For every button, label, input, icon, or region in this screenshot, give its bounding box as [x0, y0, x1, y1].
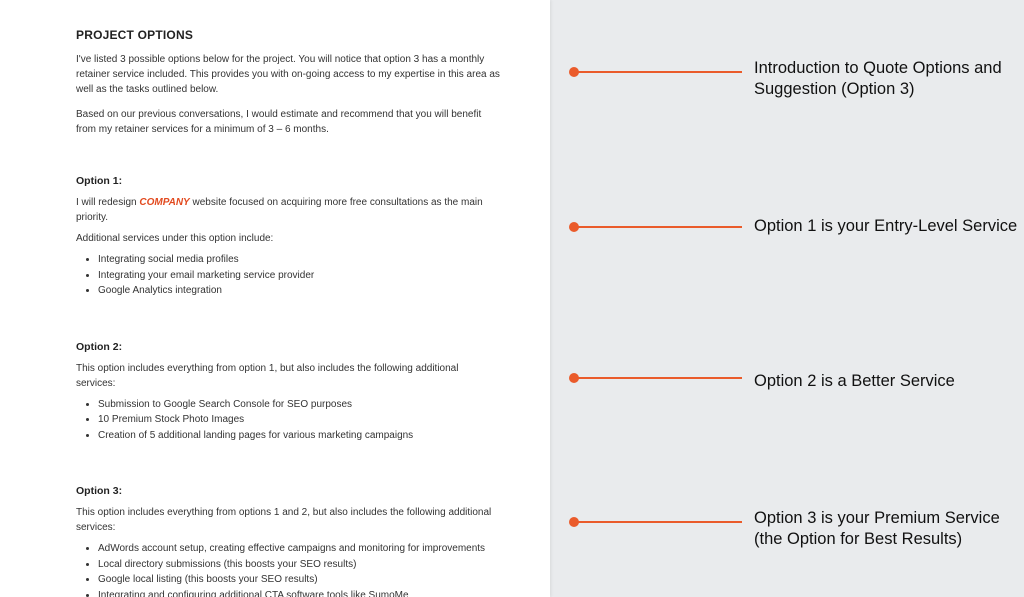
option-3-heading: Option 3:: [76, 485, 500, 497]
option-1-line-prefix: I will redesign: [76, 197, 139, 208]
list-item: AdWords account setup, creating effectiv…: [98, 541, 500, 557]
connector-line: [574, 226, 742, 228]
annotation-1: Introduction to Quote Options and Sugges…: [754, 58, 1024, 101]
list-item: Integrating your email marketing service…: [98, 268, 500, 284]
list-item: Google Analytics integration: [98, 283, 500, 299]
list-item: 10 Premium Stock Photo Images: [98, 412, 500, 428]
list-item: Integrating and configuring additional C…: [98, 588, 500, 597]
annotation-2: Option 1 is your Entry-Level Service: [754, 216, 1024, 237]
option-3-block: Option 3: This option includes everythin…: [76, 485, 500, 597]
list-item: Integrating social media profiles: [98, 252, 500, 268]
option-1-line: I will redesign COMPANY website focused …: [76, 195, 500, 225]
intro-paragraph-1: I've listed 3 possible options below for…: [76, 52, 500, 97]
option-2-list: Submission to Google Search Console for …: [76, 397, 500, 444]
option-1-leadin: Additional services under this option in…: [76, 231, 500, 246]
list-item: Submission to Google Search Console for …: [98, 397, 500, 413]
connector-line: [574, 377, 742, 379]
option-2-heading: Option 2:: [76, 341, 500, 353]
intro-paragraph-2: Based on our previous conversations, I w…: [76, 107, 500, 137]
list-item: Google local listing (this boosts your S…: [98, 572, 500, 588]
list-item: Local directory submissions (this boosts…: [98, 557, 500, 573]
option-1-heading: Option 1:: [76, 175, 500, 187]
option-1-list: Integrating social media profiles Integr…: [76, 252, 500, 299]
option-3-leadin: This option includes everything from opt…: [76, 505, 500, 535]
document-panel: PROJECT OPTIONS I've listed 3 possible o…: [0, 0, 550, 597]
option-1-block: Option 1: I will redesign COMPANY websit…: [76, 175, 500, 299]
annotation-4: Option 3 is your Premium Service (the Op…: [754, 508, 1024, 551]
connector-line: [574, 71, 742, 73]
list-item: Creation of 5 additional landing pages f…: [98, 428, 500, 444]
company-placeholder: COMPANY: [139, 197, 189, 208]
doc-title: PROJECT OPTIONS: [76, 28, 500, 42]
option-2-leadin: This option includes everything from opt…: [76, 361, 500, 391]
option-3-list: AdWords account setup, creating effectiv…: [76, 541, 500, 597]
annotation-3: Option 2 is a Better Service: [754, 371, 1024, 392]
connector-line: [574, 521, 742, 523]
option-2-block: Option 2: This option includes everythin…: [76, 341, 500, 444]
